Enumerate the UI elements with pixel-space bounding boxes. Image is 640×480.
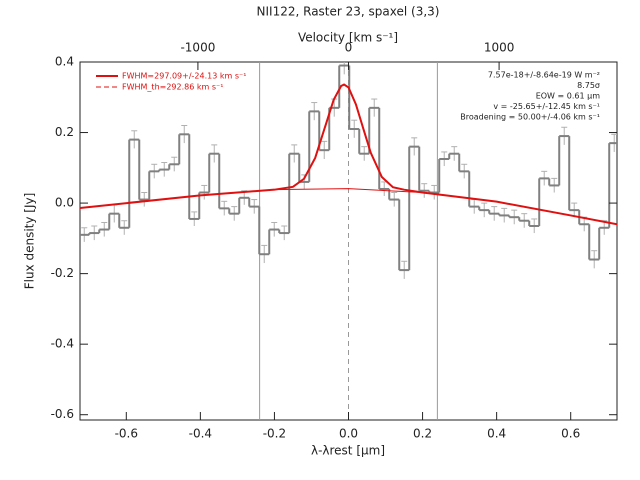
x-tick-label: -0.6 [115,427,138,441]
y-axis-label: Flux density [Jy] [23,193,37,290]
x-axis-label: λ-λrest [μm] [311,444,385,458]
annotation: EOW = 0.61 μm [536,92,600,101]
x-tick-label: 0.2 [413,427,432,441]
x-tick-label: -0.4 [189,427,212,441]
x2-axis-label: Velocity [km s⁻¹] [298,31,398,45]
y-tick-label: 0.4 [55,55,74,69]
annotation: 7.57e-18+/-8.64e-19 W m⁻² [488,71,600,80]
y-tick-label: 0.0 [55,196,74,210]
x2-tick-label: 1000 [484,41,515,55]
y-tick-label: -0.2 [51,266,74,280]
x-tick-label: -0.2 [263,427,286,441]
annotation: 8.75σ [577,81,600,90]
legend-label: FWHM=297.09+/-24.13 km s⁻¹ [122,72,246,81]
fit-line [80,83,617,226]
y-tick-label: -0.4 [51,337,74,351]
x2-tick-label: -1000 [180,41,215,55]
x-tick-label: 0.6 [561,427,580,441]
fit-line [80,188,617,225]
annotation: Broadening = 50.00+/-4.06 km s⁻¹ [460,113,600,122]
plot-area [80,62,617,420]
y-tick-label: 0.2 [55,125,74,139]
x-tick-label: 0.4 [487,427,506,441]
x2-tick-label: 0 [345,41,353,55]
y-tick-label: -0.6 [51,407,74,421]
legend-label: FWHM_th=292.86 km s⁻¹ [122,83,223,92]
annotation: v = -25.65+/-12.45 km s⁻¹ [493,102,600,111]
x-tick-label: 0.0 [339,427,358,441]
chart-title: NII122, Raster 23, spaxel (3,3) [257,5,440,19]
